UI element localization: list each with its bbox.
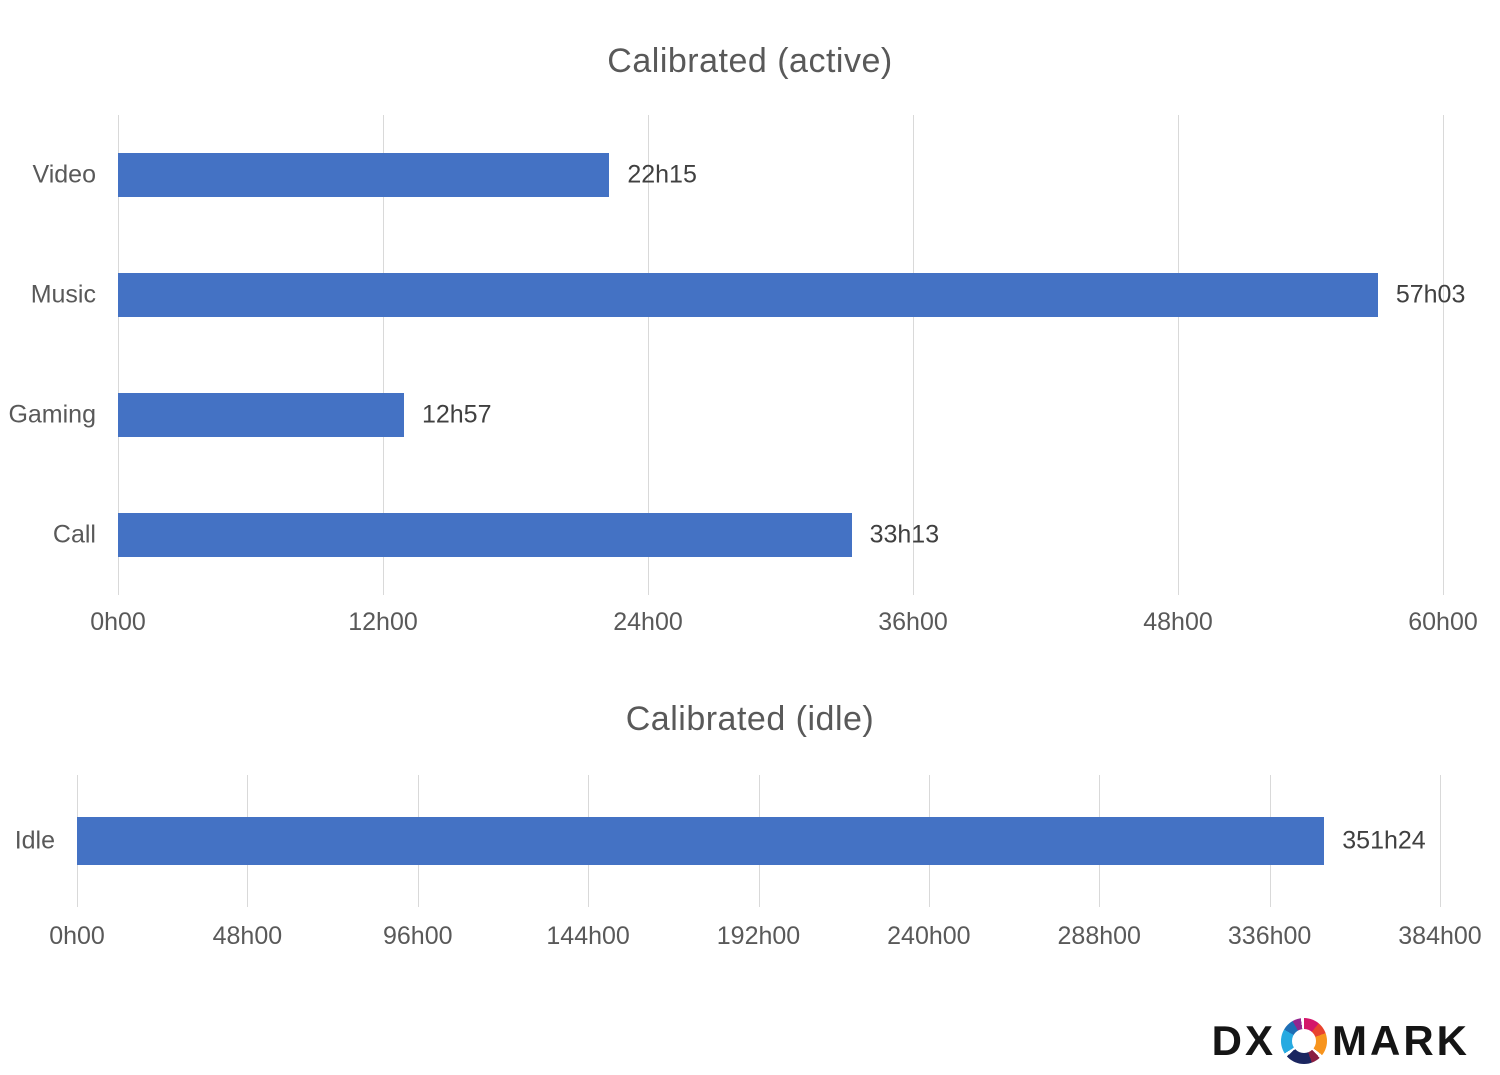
gridline <box>648 115 649 595</box>
x-tick-label: 36h00 <box>878 608 948 636</box>
plot-area-idle: Idle 351h24 <box>15 775 1441 907</box>
gridline <box>1443 115 1444 595</box>
x-tick-label: 48h00 <box>212 922 283 950</box>
x-tick-label: 24h00 <box>613 608 683 636</box>
category-label: Video <box>32 160 97 189</box>
value-label: 33h13 <box>869 520 940 549</box>
logo-text-dx: DX <box>1211 1017 1277 1064</box>
chart-row: Gaming 12h57 <box>8 355 1443 475</box>
bar-music <box>118 273 1378 317</box>
gridline <box>383 115 384 595</box>
bar-idle <box>77 817 1325 865</box>
dxomark-logo: DX MARK <box>1212 1018 1470 1064</box>
bar-video <box>118 153 610 197</box>
x-axis-ticks-idle: 0h00 48h00 96h00 144h00 192h00 240h00 288h00 33… <box>49 922 1482 962</box>
category-label: Gaming <box>8 400 96 429</box>
category-label: Call <box>52 520 96 549</box>
plot-area-active: Video 22h15 Music 57h03 Gaming 12h57 Call 33h13 <box>8 115 1465 595</box>
x-tick-label: 240h00 <box>887 922 971 950</box>
x-tick-label: 0h00 <box>90 608 146 636</box>
chart-row: Idle 351h24 <box>15 775 1440 907</box>
bar-gaming <box>118 393 404 437</box>
value-label: 351h24 <box>1342 826 1426 855</box>
chart-title-idle: Calibrated (idle) <box>625 700 875 738</box>
x-tick-label: 192h00 <box>716 922 801 950</box>
x-tick-label: 384h00 <box>1398 922 1482 950</box>
x-tick-label: 144h00 <box>546 922 630 950</box>
gridline <box>1178 115 1179 595</box>
x-tick-label: 96h00 <box>382 922 453 950</box>
value-label: 12h57 <box>421 400 492 429</box>
chart-title-active: Calibrated (active) <box>607 42 893 80</box>
category-label: Idle <box>14 826 55 855</box>
chart-row: Video 22h15 <box>33 115 1443 235</box>
dxomark-ring-icon <box>1281 1018 1328 1064</box>
gridline <box>1440 775 1441 907</box>
value-label: 57h03 <box>1395 280 1466 309</box>
x-tick-label: 12h00 <box>348 608 418 636</box>
chart-row: Call 33h13 <box>53 475 1443 595</box>
x-axis-ticks-active: 0h00 12h00 24h00 36h00 48h00 60h00 <box>90 608 1478 648</box>
value-label: 22h15 <box>627 160 697 189</box>
gridline <box>913 115 914 595</box>
x-tick-label: 336h00 <box>1227 922 1312 950</box>
x-tick-label: 0h00 <box>49 922 105 950</box>
chart-row: Music 57h03 <box>31 235 1465 355</box>
x-tick-label: 60h00 <box>1408 608 1478 636</box>
logo-text-mark: MARK <box>1332 1017 1470 1064</box>
gridline <box>118 115 119 595</box>
bar-call <box>118 513 852 557</box>
x-tick-label: 288h00 <box>1057 922 1141 950</box>
category-label: Music <box>30 280 96 309</box>
x-tick-label: 48h00 <box>1143 608 1213 636</box>
